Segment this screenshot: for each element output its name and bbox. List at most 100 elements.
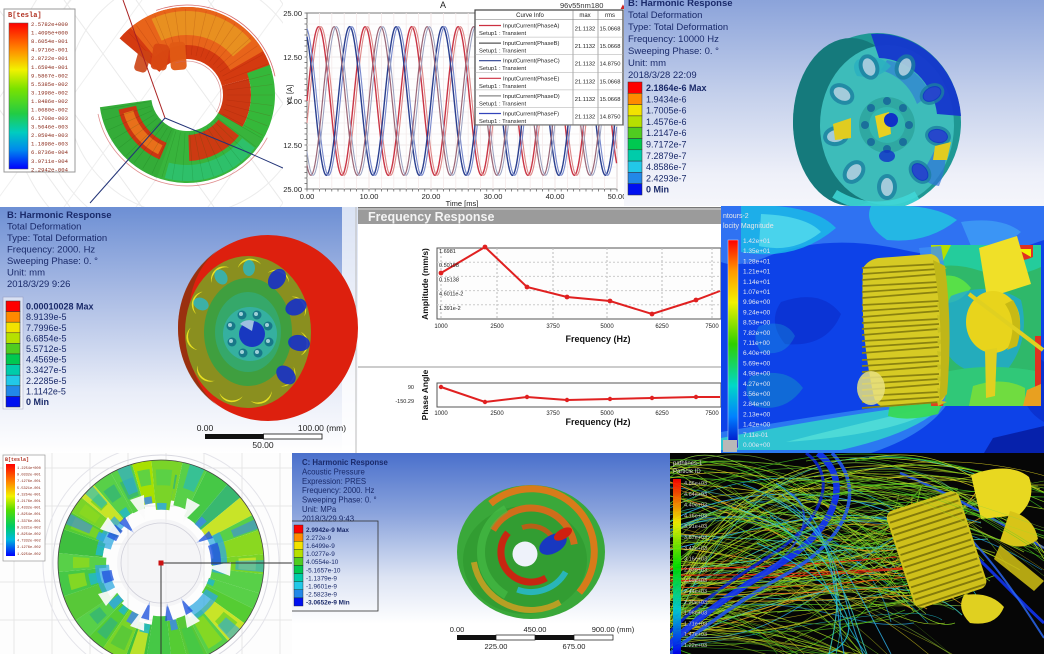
svg-text:9.96e+00: 9.96e+00: [743, 299, 771, 306]
svg-text:3.42e+03: 3.42e+03: [684, 546, 707, 552]
svg-text:1.3376e-001: 1.3376e-001: [17, 520, 41, 524]
svg-text:Sweeping Phase: 0. °: Sweeping Phase: 0. °: [7, 256, 98, 267]
svg-text:1.07e+01: 1.07e+01: [743, 289, 771, 296]
svg-text:Acoustic Pressure: Acoustic Pressure: [302, 467, 365, 476]
svg-text:3.91e+03: 3.91e+03: [684, 524, 707, 530]
svg-text:21.1132: 21.1132: [575, 115, 596, 121]
svg-text:21.1132: 21.1132: [575, 79, 596, 85]
svg-text:1.1142e-5: 1.1142e-5: [26, 386, 66, 396]
svg-text:3.5646e-003: 3.5646e-003: [31, 124, 68, 131]
svg-text:15.0668: 15.0668: [600, 97, 621, 103]
svg-text:2.44e+03: 2.44e+03: [684, 589, 707, 595]
svg-text:7.82e+00: 7.82e+00: [743, 330, 771, 337]
svg-text:225.00: 225.00: [485, 642, 508, 651]
svg-text:1.4576e-6: 1.4576e-6: [646, 117, 687, 127]
svg-text:1.8486e-002: 1.8486e-002: [31, 98, 68, 105]
svg-text:3.56e+00: 3.56e+00: [743, 391, 771, 398]
svg-text:Total Deformation: Total Deformation: [7, 222, 81, 233]
svg-text:0.15138: 0.15138: [439, 277, 459, 283]
svg-text:1.0680e-002: 1.0680e-002: [31, 107, 68, 114]
svg-text:2018/3/29 9:26: 2018/3/29 9:26: [7, 279, 70, 290]
svg-text:Unit: mm: Unit: mm: [7, 268, 45, 279]
svg-text:2.84e+00: 2.84e+00: [743, 401, 771, 408]
svg-text:10.00: 10.00: [360, 192, 379, 201]
svg-text:1.21e+01: 1.21e+01: [743, 269, 771, 276]
svg-text:Type: Total Deformation: Type: Total Deformation: [628, 22, 728, 33]
svg-text:3.9711e-004: 3.9711e-004: [31, 158, 69, 165]
svg-text:5.5385e-002: 5.5385e-002: [31, 81, 68, 88]
svg-text:C: Harmonic Response: C: Harmonic Response: [302, 458, 388, 467]
svg-text:15.0668: 15.0668: [600, 79, 621, 85]
svg-text:1.14e+01: 1.14e+01: [743, 279, 771, 286]
svg-text:90: 90: [408, 385, 414, 391]
svg-text:4.6011e-2: 4.6011e-2: [439, 292, 463, 298]
svg-text:A: A: [440, 0, 446, 10]
svg-text:Frequency Response: Frequency Response: [368, 210, 494, 224]
svg-text:-2.5823e-9: -2.5823e-9: [306, 592, 337, 599]
svg-text:6250: 6250: [655, 324, 669, 330]
svg-text:B[tesla]: B[tesla]: [8, 12, 42, 20]
svg-text:▲: ▲: [619, 2, 624, 11]
svg-text:0.00e+00: 0.00e+00: [743, 442, 771, 449]
svg-text:Total Deformation: Total Deformation: [628, 10, 702, 21]
svg-text:Y1 [A]: Y1 [A]: [285, 85, 294, 105]
svg-text:Frequency: 2000. Hz: Frequency: 2000. Hz: [302, 486, 374, 495]
svg-text:50.00: 50.00: [608, 192, 624, 201]
svg-text:B: Harmonic Response: B: Harmonic Response: [628, 0, 733, 9]
svg-text:4.3254e-001: 4.3254e-001: [17, 493, 41, 497]
svg-text:4.9716e-001: 4.9716e-001: [31, 47, 69, 54]
svg-text:InputCurrent(PhaseF): InputCurrent(PhaseF): [503, 112, 559, 118]
svg-text:21.1132: 21.1132: [575, 27, 596, 33]
svg-text:30.00: 30.00: [484, 192, 503, 201]
svg-text:2.5782e+000: 2.5782e+000: [31, 21, 69, 28]
svg-text:-1.9601e-9: -1.9601e-9: [306, 584, 337, 591]
svg-text:675.00: 675.00: [563, 642, 586, 651]
svg-text:-1.1379e-9: -1.1379e-9: [306, 575, 337, 582]
svg-text:Unit: MPa: Unit: MPa: [302, 505, 337, 514]
svg-text:4.8586e-7: 4.8586e-7: [646, 162, 687, 172]
svg-text:1.391e-2: 1.391e-2: [439, 306, 461, 312]
svg-text:1.9254e-002: 1.9254e-002: [17, 553, 41, 557]
svg-text:Frequency (Hz): Frequency (Hz): [565, 417, 630, 427]
svg-text:max: max: [579, 13, 590, 19]
svg-text:1.4095e+000: 1.4095e+000: [31, 30, 69, 37]
svg-text:1.6594e-001: 1.6594e-001: [31, 64, 69, 71]
svg-text:0.00010028 Max: 0.00010028 Max: [26, 302, 94, 312]
svg-text:2.2942e-004: 2.2942e-004: [31, 166, 69, 173]
svg-text:21.1132: 21.1132: [575, 62, 596, 68]
svg-text:5.69e+00: 5.69e+00: [743, 360, 771, 367]
svg-text:2.4293e-7: 2.4293e-7: [646, 173, 687, 183]
svg-text:8.6054e-001: 8.6054e-001: [31, 38, 69, 45]
svg-text:Setup1 : Transient: Setup1 : Transient: [479, 66, 526, 72]
svg-text:1.8254e-001: 1.8254e-001: [17, 513, 41, 517]
svg-text:Sweeping Phase: 0. °: Sweeping Phase: 0. °: [302, 496, 377, 505]
svg-text:5.5321e-001: 5.5321e-001: [17, 487, 41, 491]
svg-text:0 Min: 0 Min: [26, 397, 49, 407]
svg-text:2.1864e-6 Max: 2.1864e-6 Max: [646, 83, 707, 93]
svg-text:1.35e+01: 1.35e+01: [743, 248, 771, 255]
svg-text:-3.0652e-9 Min: -3.0652e-9 Min: [306, 600, 350, 607]
svg-text:100.00 (mm): 100.00 (mm): [298, 423, 346, 433]
svg-text:2.4332e-001: 2.4332e-001: [17, 507, 41, 511]
svg-text:1.42e+00: 1.42e+00: [743, 422, 771, 429]
svg-text:4.64e+03: 4.64e+03: [684, 492, 707, 498]
svg-text:1000: 1000: [434, 411, 448, 417]
svg-text:8.53e+00: 8.53e+00: [743, 320, 771, 327]
svg-text:Frequency: 10000 Hz: Frequency: 10000 Hz: [628, 34, 719, 45]
svg-text:1.6981: 1.6981: [439, 249, 456, 255]
svg-text:96v55nm180: 96v55nm180: [560, 1, 603, 10]
svg-text:4.27e+00: 4.27e+00: [743, 381, 771, 388]
svg-text:2.20e+03: 2.20e+03: [684, 600, 707, 606]
svg-text:rms: rms: [605, 13, 615, 19]
svg-text:Setup1 : Transient: Setup1 : Transient: [479, 119, 526, 125]
svg-text:3.1998e-002: 3.1998e-002: [31, 89, 68, 96]
svg-text:6.40e+00: 6.40e+00: [743, 350, 771, 357]
svg-text:6.8736e-004: 6.8736e-004: [31, 149, 69, 156]
svg-text:1.2254e+000: 1.2254e+000: [17, 467, 41, 471]
svg-text:2500: 2500: [490, 324, 504, 330]
svg-text:Phase Angle: Phase Angle: [420, 369, 430, 420]
svg-text:Expression: PRES: Expression: PRES: [302, 477, 366, 486]
svg-text:2.8722e-001: 2.8722e-001: [31, 55, 69, 62]
svg-text:InputCurrent(PhaseC): InputCurrent(PhaseC): [503, 59, 560, 65]
svg-text:40.00: 40.00: [546, 192, 565, 201]
